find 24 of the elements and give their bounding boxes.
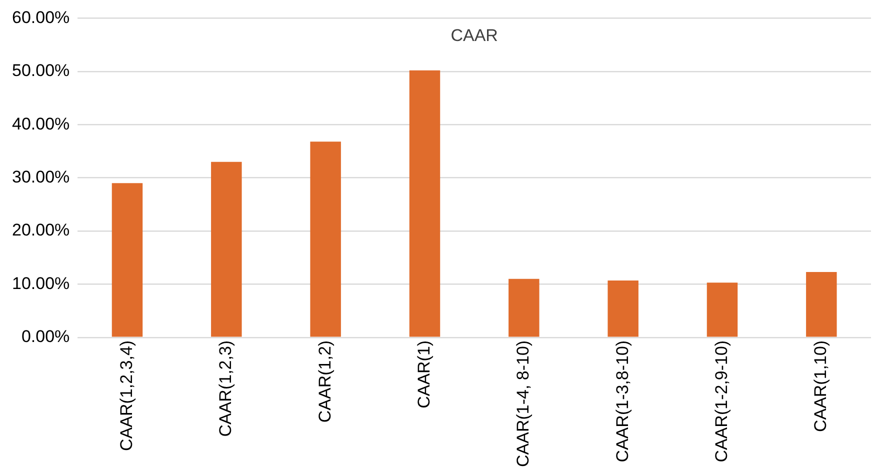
bar: [608, 280, 638, 337]
text: CAAR: [450, 26, 498, 45]
bar: [508, 278, 540, 337]
y-tick-label: 40.00%: [12, 114, 70, 134]
x-tick-label: CAAR(1-2,9-10): [712, 340, 731, 462]
x-tick-label: CAAR(1,2): [315, 340, 334, 423]
bar: [112, 183, 143, 337]
y-tick-label: 20.00%: [12, 220, 70, 240]
x-tick-label: CAAR(1,10): [811, 340, 830, 432]
x-tick-label: CAAR(1): [414, 340, 434, 408]
x-tick-label: CAAR(1-3,8-10): [612, 340, 632, 462]
bar: [409, 70, 440, 337]
y-tick-label: 30.00%: [12, 167, 70, 186]
bar: [211, 162, 242, 337]
x-tick-label: CAAR(1-4, 8-10): [514, 340, 533, 468]
y-tick-label: 50.00%: [12, 61, 70, 80]
x-tick-label: CAAR(1,2,3,4): [116, 340, 136, 451]
bar: [310, 142, 341, 337]
y-tick-label: 60.00%: [12, 8, 70, 27]
y-tick-label: 10.00%: [12, 274, 70, 293]
bar: [706, 282, 738, 337]
y-tick-label: 0.00%: [21, 327, 70, 346]
x-tick-label: CAAR(1,2,3): [216, 340, 236, 437]
bar: [806, 272, 837, 337]
